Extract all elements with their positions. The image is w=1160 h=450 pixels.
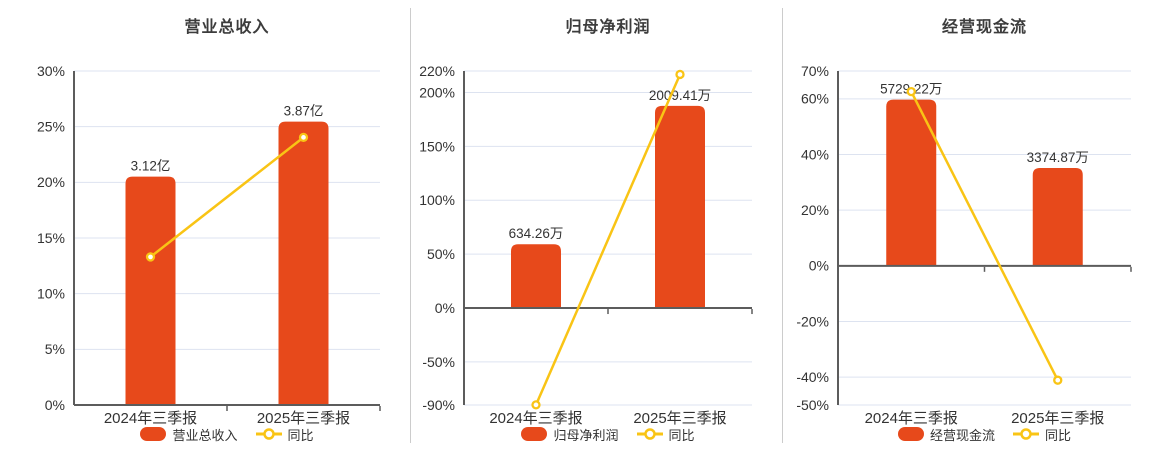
- y-axis-tick-label: 200%: [419, 84, 455, 100]
- yoy-line-marker[interactable]: [531, 400, 541, 410]
- y-axis-tick-label: -20%: [796, 313, 829, 329]
- legend-label: 同比: [668, 427, 695, 443]
- yoy-line-marker[interactable]: [145, 252, 156, 262]
- y-axis-tick-label: 0%: [435, 300, 455, 316]
- line-marker-icon: [1013, 428, 1039, 440]
- y-axis-tick-label: 40%: [801, 146, 829, 162]
- bar-2024年三季报[interactable]: [886, 99, 937, 266]
- bar-2024年三季报[interactable]: [511, 244, 561, 309]
- chart-title-net-profit: 归母净利润: [565, 19, 651, 36]
- legend-item-bar-series[interactable]: 归母净利润: [521, 425, 619, 444]
- y-axis-tick-label: 30%: [37, 63, 65, 79]
- x-axis-category-label: 2025年三季报: [1011, 410, 1104, 427]
- line-marker-icon: [255, 428, 282, 440]
- y-axis-tick-label: 150%: [419, 138, 455, 154]
- legend-label: 经营现金流: [929, 427, 995, 443]
- bar-2025年三季报[interactable]: [278, 121, 329, 405]
- yoy-trend-line: [534, 73, 682, 406]
- legend-item-bar-series[interactable]: 经营现金流: [897, 425, 995, 444]
- x-axis-category-label: 2024年三季报: [489, 410, 582, 427]
- yoy-line-marker[interactable]: [298, 132, 309, 143]
- bar-swatch-icon: [897, 427, 924, 441]
- yoy-line-marker[interactable]: [1053, 375, 1063, 385]
- y-axis-tick-label: -50%: [422, 354, 455, 370]
- bar-2024年三季报[interactable]: [125, 176, 176, 405]
- x-axis-category-label: 2025年三季报: [257, 410, 350, 427]
- x-axis-category-label: 2024年三季报: [104, 410, 197, 427]
- legend-label: 同比: [287, 427, 314, 443]
- chart-title-cash-flow: 经营现金流: [941, 19, 1027, 36]
- bar-2025年三季报[interactable]: [1032, 167, 1083, 266]
- legend-cash-flow: 经营现金流 同比: [838, 425, 1131, 443]
- x-axis-category-label: 2025年三季报: [633, 410, 726, 427]
- yoy-trend-line: [149, 136, 305, 258]
- y-axis-tick-label: -40%: [796, 369, 829, 385]
- line-marker-icon: [636, 428, 663, 440]
- bar-value-label: 3.12亿: [131, 159, 171, 174]
- y-axis-tick-label: 0%: [809, 258, 829, 274]
- bar-value-label: 3374.87万: [1027, 150, 1089, 165]
- y-axis-tick-label: 50%: [427, 246, 455, 262]
- bar-value-label: 634.26万: [509, 226, 564, 241]
- bar-value-label: 3.87亿: [284, 104, 324, 119]
- yoy-line-marker[interactable]: [906, 86, 916, 97]
- bar-2025年三季报[interactable]: [655, 105, 705, 309]
- panel-divider: [782, 8, 783, 443]
- bar-swatch-icon: [521, 427, 548, 441]
- y-axis-tick-label: -50%: [796, 397, 829, 413]
- legend-item-line-series[interactable]: 同比: [255, 425, 314, 444]
- y-axis-tick-label: 0%: [45, 397, 65, 413]
- panel-divider: [410, 8, 411, 443]
- y-axis-tick-label: -90%: [422, 397, 455, 413]
- y-axis-tick-label: 5%: [45, 341, 65, 357]
- y-axis-tick-label: 60%: [801, 91, 829, 107]
- y-axis-tick-label: 15%: [37, 230, 65, 246]
- legend-label: 同比: [1045, 427, 1072, 443]
- x-axis-category-label: 2024年三季报: [865, 410, 958, 427]
- chart-title-revenue: 营业总收入: [184, 19, 270, 36]
- legend-item-line-series[interactable]: 同比: [636, 425, 695, 444]
- bar-swatch-icon: [140, 427, 167, 441]
- y-axis-tick-label: 70%: [801, 63, 829, 79]
- yoy-trend-line: [910, 91, 1059, 381]
- y-axis-tick-label: 20%: [801, 202, 829, 218]
- legend-item-bar-series[interactable]: 营业总收入: [140, 425, 238, 444]
- y-axis-tick-label: 10%: [37, 286, 65, 302]
- y-axis-tick-label: 20%: [37, 174, 65, 190]
- legend-revenue: 营业总收入 同比: [74, 425, 380, 443]
- yoy-line-marker[interactable]: [675, 69, 685, 80]
- y-axis-tick-label: 220%: [419, 63, 455, 79]
- legend-item-line-series[interactable]: 同比: [1013, 425, 1071, 444]
- legend-net-profit: 归母净利润 同比: [464, 425, 752, 443]
- y-axis-tick-label: 100%: [419, 192, 455, 208]
- legend-label: 归母净利润: [553, 427, 619, 443]
- bar-value-label: 2009.41万: [649, 88, 711, 103]
- legend-label: 营业总收入: [172, 427, 238, 443]
- y-axis-tick-label: 25%: [37, 119, 65, 135]
